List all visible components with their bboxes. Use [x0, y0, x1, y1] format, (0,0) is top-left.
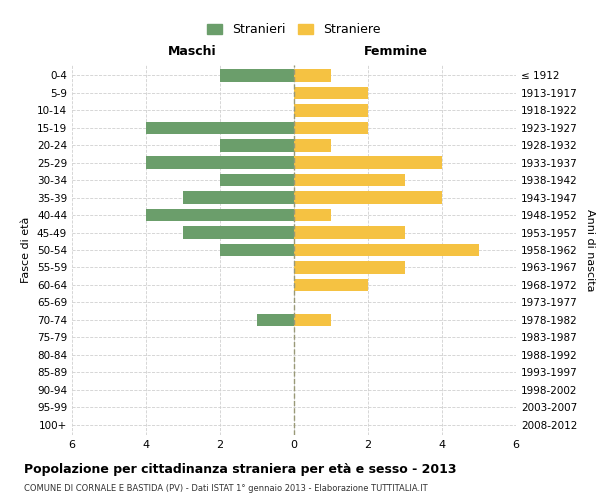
Text: COMUNE DI CORNALE E BASTIDA (PV) - Dati ISTAT 1° gennaio 2013 - Elaborazione TUT: COMUNE DI CORNALE E BASTIDA (PV) - Dati … [24, 484, 428, 493]
Bar [294, 261, 405, 274]
Bar [220, 69, 294, 82]
Bar [294, 174, 405, 186]
Bar [294, 209, 331, 222]
Bar [220, 139, 294, 151]
Bar [294, 139, 331, 151]
Bar [146, 209, 294, 222]
Bar [294, 156, 442, 169]
Bar [294, 278, 368, 291]
Bar [183, 226, 294, 239]
Bar [294, 104, 368, 117]
Bar [294, 192, 442, 204]
Bar [294, 86, 368, 99]
Bar [146, 156, 294, 169]
Text: Maschi: Maschi [167, 44, 216, 58]
Bar [294, 69, 331, 82]
Bar [183, 192, 294, 204]
Bar [146, 122, 294, 134]
Text: Femmine: Femmine [364, 44, 428, 58]
Legend: Stranieri, Straniere: Stranieri, Straniere [203, 20, 385, 40]
Bar [294, 122, 368, 134]
Y-axis label: Anni di nascita: Anni di nascita [584, 209, 595, 291]
Bar [294, 314, 331, 326]
Bar [220, 174, 294, 186]
Bar [257, 314, 294, 326]
Bar [294, 244, 479, 256]
Bar [294, 226, 405, 239]
Bar [220, 244, 294, 256]
Text: Popolazione per cittadinanza straniera per età e sesso - 2013: Popolazione per cittadinanza straniera p… [24, 462, 457, 475]
Y-axis label: Fasce di età: Fasce di età [22, 217, 31, 283]
